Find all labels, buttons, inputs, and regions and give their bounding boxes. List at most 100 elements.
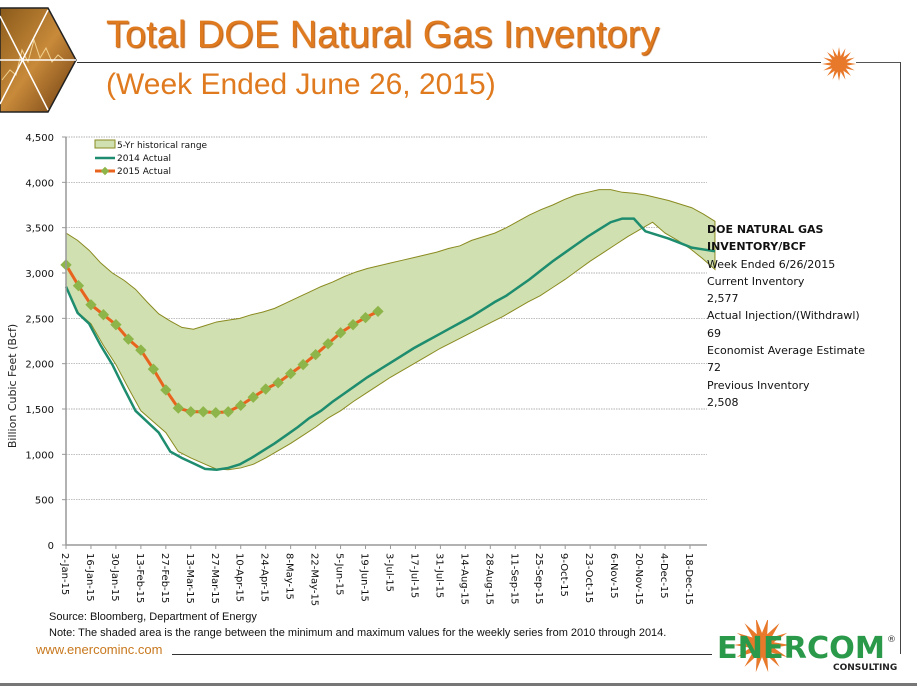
y-tick-label: 2,500 <box>25 314 54 325</box>
info-injection-label: Actual Injection/(Withdrawl) <box>707 309 860 323</box>
sunburst-shape <box>822 47 856 81</box>
y-tick-labels: 0 500 1,000 1,500 2,000 2,500 3,000 3,500 4,000 4… <box>25 133 54 552</box>
x-tick-label: 3-Jul-15 <box>383 553 394 592</box>
y-tick-label: 4,500 <box>25 133 54 144</box>
enercom-hexagon-logo <box>0 7 77 113</box>
y-tick-label: 0 <box>48 541 54 552</box>
x-tick-label: 4-Dec-15 <box>658 553 669 599</box>
legend-marker-2015 <box>100 166 110 176</box>
x-tick-label: 25-Sep-15 <box>533 553 544 605</box>
y-tick-label: 1,500 <box>25 405 54 416</box>
x-tick-label: 13-Feb-15 <box>134 553 145 603</box>
info-current-value: 2,577 <box>707 292 739 306</box>
point-2015 <box>359 311 372 324</box>
x-tick-labels: 2-Jan-15 16-Jan-15 30-Jan-15 13-Feb-15 27-Fe… <box>59 553 694 606</box>
point-2015 <box>247 391 259 403</box>
footer-divider <box>172 654 712 655</box>
x-tick-label: 31-Jul-15 <box>433 553 444 598</box>
point-2015 <box>135 344 147 356</box>
inventory-info-box: DOE NATURAL GAS INVENTORY/BCF Week Ended… <box>707 221 917 411</box>
x-tick-label: 22-May-15 <box>309 553 320 606</box>
x-tick-label: 11-Sep-15 <box>508 553 519 605</box>
x-tick-label: 5-Jun-15 <box>334 553 345 596</box>
info-injection-value: 69 <box>707 326 721 340</box>
inventory-chart: 0 500 1,000 1,500 2,000 2,500 3,000 3,500 4,000 4… <box>6 133 716 606</box>
x-tick-label: 16-Jan-15 <box>84 553 95 602</box>
y-tick-label: 4,000 <box>25 178 54 189</box>
axes <box>65 137 707 549</box>
info-current-label: Current Inventory <box>707 274 805 288</box>
historical-range-area <box>65 189 716 471</box>
x-tick-label: 27-Feb-15 <box>159 553 170 603</box>
series-2014-line <box>64 217 716 472</box>
point-2015 <box>147 363 160 375</box>
info-previous-value: 2,508 <box>707 395 739 409</box>
x-tick-label: 18-Dec-15 <box>683 553 694 605</box>
x-tick-label: 19-Jun-15 <box>359 553 370 602</box>
y-tick-label: 500 <box>35 496 54 507</box>
point-2015 <box>210 406 222 419</box>
website-link[interactable]: www.enercominc.com <box>36 642 163 657</box>
point-2015 <box>284 367 297 380</box>
legend-label-range: 5-Yr historical range <box>117 141 208 151</box>
page-title: Total DOE Natural Gas Inventory <box>106 14 660 56</box>
brand-subtitle: CONSULTING <box>833 663 897 673</box>
info-estimate-label: Economist Average Estimate <box>707 344 865 358</box>
info-previous-label: Previous Inventory <box>707 378 810 392</box>
x-tick-label: 30-Jan-15 <box>109 553 120 602</box>
info-estimate-value: 72 <box>707 361 721 375</box>
x-tick-label: 17-Jul-15 <box>408 553 419 598</box>
brand-registered: ® <box>887 635 896 645</box>
frame-right-line <box>900 62 901 654</box>
y-tick-label: 3,000 <box>25 269 54 280</box>
sunburst-icon <box>822 47 856 81</box>
point-2015 <box>172 402 184 414</box>
point-2015 <box>160 384 172 396</box>
x-tick-label: 2-Jan-15 <box>59 553 70 595</box>
x-tick-label: 24-Apr-15 <box>259 553 270 602</box>
info-heading: DOE NATURAL GAS INVENTORY/BCF <box>707 223 824 254</box>
bottom-bar <box>0 683 917 686</box>
x-tick-label: 14-Aug-15 <box>458 553 469 605</box>
source-note: Source: Bloomberg, Department of Energy <box>49 611 257 623</box>
legend-label-2015: 2015 Actual <box>117 167 171 177</box>
point-2015 <box>322 338 334 350</box>
point-2015 <box>372 305 384 318</box>
enercom-consulting-logo: ENERCOM ® CONSULTING <box>717 620 897 673</box>
point-2015 <box>235 399 247 412</box>
y-tick-label: 1,000 <box>25 450 54 461</box>
legend-swatch-range <box>94 139 116 149</box>
point-2015 <box>297 358 309 371</box>
line-2014-actual <box>64 217 716 472</box>
point-2015 <box>260 383 272 395</box>
point-2015 <box>309 348 322 361</box>
y-tick-label: 2,000 <box>25 360 54 371</box>
shading-note: Note: The shaded area is the range betwe… <box>49 627 667 639</box>
legend: 5-Yr historical range 2014 Actual 2015 A… <box>94 139 208 177</box>
point-2015 <box>185 406 197 418</box>
point-2015 <box>334 327 347 339</box>
page-subtitle: (Week Ended June 26, 2015) <box>106 68 496 101</box>
point-2015 <box>347 319 359 331</box>
title-divider <box>77 62 821 63</box>
legend-label-2014: 2014 Actual <box>117 154 171 164</box>
x-tick-label: 8-May-15 <box>284 553 295 600</box>
point-2015 <box>197 406 209 418</box>
point-2015 <box>272 377 284 389</box>
brand-name: ENERCOM <box>717 631 885 666</box>
x-tick-label: 27-Mar-15 <box>209 553 220 604</box>
x-tick-label: 6-Nov-15 <box>608 553 619 599</box>
y-tick-label: 3,500 <box>25 224 54 235</box>
x-tick-label: 13-Mar-15 <box>184 553 195 604</box>
sunburst-shape <box>734 620 790 673</box>
x-tick-label: 9-Oct-15 <box>558 553 569 597</box>
y-axis-label: Billion Cubic Feet (Bcf) <box>6 324 19 448</box>
frame-top-line <box>856 62 901 63</box>
point-2015 <box>222 406 234 418</box>
x-tick-label: 10-Apr-15 <box>234 553 245 602</box>
x-tick-label: 20-Nov-15 <box>633 553 644 605</box>
x-tick-label: 28-Aug-15 <box>483 553 494 605</box>
historical-range-band <box>65 189 716 471</box>
info-week: Week Ended 6/26/2015 <box>707 257 836 271</box>
x-tick-label: 23-Oct-15 <box>583 553 594 603</box>
